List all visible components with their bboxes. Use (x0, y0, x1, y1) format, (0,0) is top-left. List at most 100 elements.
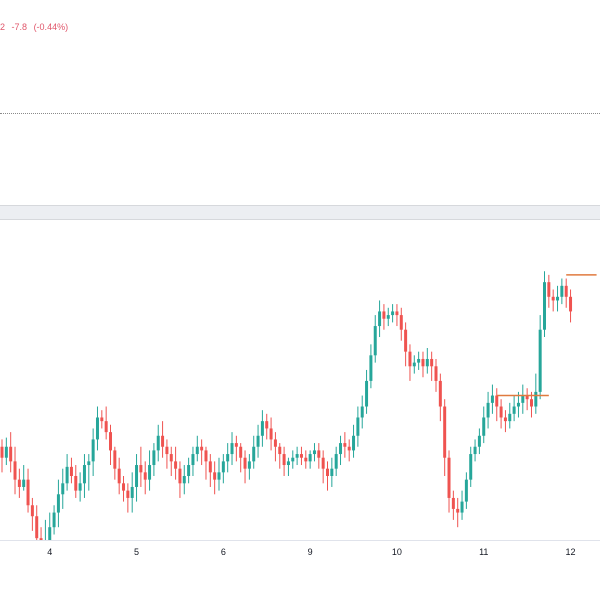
candle-body (365, 380, 369, 407)
candle-body (22, 479, 26, 487)
candle-body (299, 454, 303, 458)
candle-body (391, 311, 395, 316)
candle-body (74, 476, 78, 491)
candle-body (117, 468, 121, 484)
candle-body (399, 315, 403, 330)
candle-body (256, 435, 260, 447)
candle-body (169, 454, 173, 462)
candle-body (174, 461, 178, 469)
x-tick-label: 6 (220, 547, 226, 557)
candle-body (48, 527, 52, 540)
candle-body (378, 311, 382, 327)
pane-separator[interactable] (0, 205, 600, 220)
candle-body (269, 428, 273, 440)
candle-body (564, 285, 568, 297)
x-tick-label: 12 (565, 547, 576, 557)
candle-body (447, 457, 451, 498)
candle-body (87, 461, 91, 466)
candle-body (516, 402, 520, 407)
candle-body (130, 486, 134, 498)
candle-body (161, 435, 165, 447)
candle-body (9, 446, 13, 462)
candle-body (187, 465, 191, 476)
candle-body (17, 479, 21, 487)
candle-body (260, 421, 264, 436)
candle-body (556, 296, 560, 301)
candle-body (551, 296, 555, 301)
candle-body (330, 468, 334, 476)
candle-body (82, 465, 86, 484)
candle-body (538, 329, 542, 392)
candle-body (352, 435, 356, 451)
candle-body (343, 443, 347, 447)
candle-body (490, 395, 494, 403)
candle-body (278, 446, 282, 455)
candle-body (104, 421, 108, 433)
candle-body (395, 311, 399, 316)
x-tick-label: 11 (479, 547, 489, 557)
candle-body (282, 454, 286, 466)
candle-body (312, 450, 316, 455)
candle-body (469, 454, 473, 480)
candle-body (78, 483, 82, 491)
price-pane[interactable] (0, 220, 600, 540)
candle-body (369, 355, 373, 381)
candle-body (239, 446, 243, 458)
candle-body (208, 461, 212, 473)
candle-body (273, 439, 277, 447)
candle-body (317, 450, 321, 458)
candle-body (252, 446, 256, 462)
candle-body (95, 417, 99, 440)
candle-body (508, 413, 512, 422)
candle-body (477, 435, 481, 447)
candle-body (464, 479, 468, 502)
candle-body (529, 399, 533, 407)
candle-body (139, 465, 143, 473)
candle-body (265, 421, 269, 429)
candle-body (430, 358, 434, 367)
candle-body (356, 417, 360, 436)
candle-body (4, 446, 8, 458)
candle-body (499, 406, 503, 418)
candle-body (65, 466, 69, 484)
candle-body (512, 406, 516, 414)
candle-body (56, 494, 60, 513)
candle-body (525, 395, 529, 400)
x-tick-label: 5 (134, 547, 140, 557)
candle-body (182, 476, 186, 484)
candle-body (326, 468, 329, 476)
candle-body (61, 483, 65, 495)
candle-body (321, 457, 325, 469)
candle-body (221, 461, 225, 473)
candle-body (291, 457, 295, 462)
candle-body (156, 435, 160, 451)
indicator-pane: 2 -7.8 (-0.44%) (0, 0, 600, 205)
candle-body (521, 395, 525, 403)
candle-body (69, 466, 73, 476)
candle-body (152, 450, 156, 466)
candle-body (52, 512, 56, 528)
legend: 2 -7.8 (-0.44%) (0, 22, 72, 32)
candle-body (451, 497, 455, 509)
time-axis[interactable]: 4 5 6 9 10 11 12 (0, 540, 600, 565)
candle-body (178, 468, 182, 484)
candlestick-chart[interactable] (0, 220, 600, 540)
candle-body (339, 443, 343, 455)
candle-body (109, 432, 112, 451)
candle-body (412, 362, 416, 367)
candle-body (39, 538, 43, 540)
candle-body (226, 454, 230, 462)
x-tick-label: 9 (307, 547, 313, 557)
candle-body (122, 483, 126, 491)
candle-body (347, 446, 351, 451)
candle-body (434, 366, 438, 381)
candle-body (486, 402, 490, 418)
candle-body (569, 296, 573, 312)
candle-body (382, 311, 386, 319)
candle-body (417, 358, 421, 363)
candle-body (334, 454, 338, 469)
candle-body (230, 443, 234, 455)
candle-body (547, 282, 551, 297)
candle-body (473, 446, 477, 455)
candle-body (460, 501, 464, 513)
